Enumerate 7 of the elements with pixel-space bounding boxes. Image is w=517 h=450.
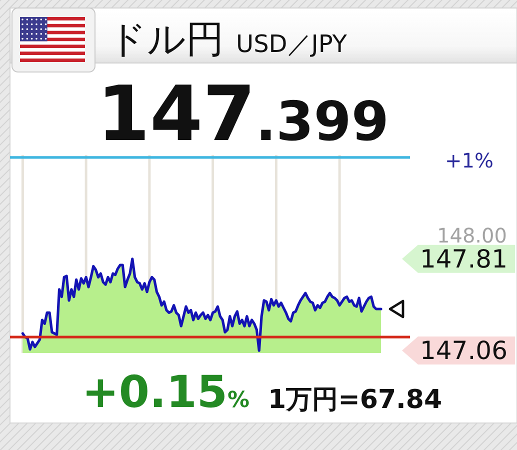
text: +0.15%	[82, 367, 250, 418]
chart-subtitle: USD／JPY	[236, 30, 348, 58]
text: 1万円=67.84	[268, 385, 442, 415]
text: +1%	[445, 148, 494, 172]
y-tick-label: 147.06	[420, 336, 508, 366]
chart-title: ドル円	[108, 17, 224, 61]
annotation: 147.399	[97, 69, 389, 158]
